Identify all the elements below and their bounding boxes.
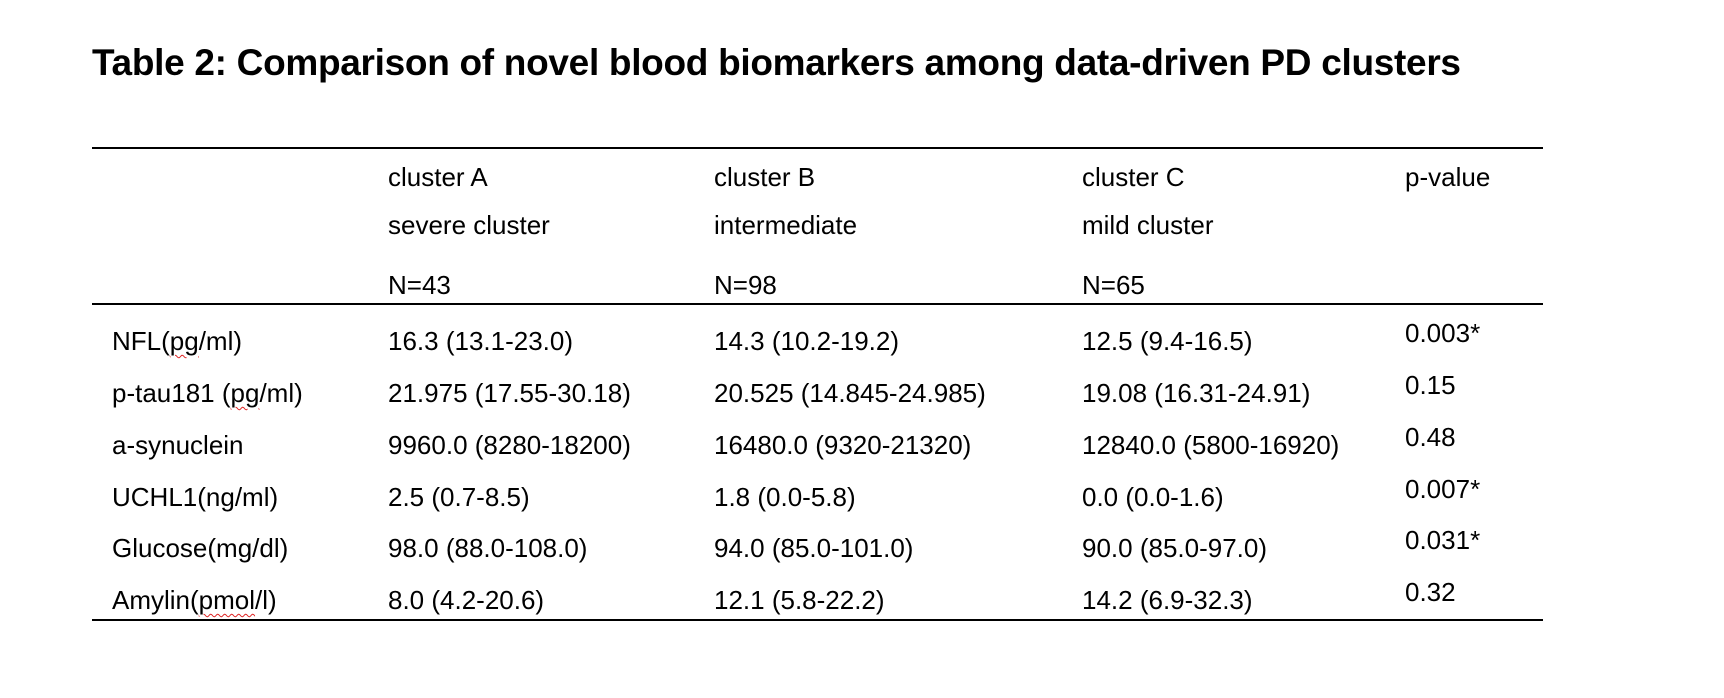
header-cluster-c-name: cluster C [1082, 162, 1185, 192]
cell-ptau181-cluster-a: 21.975 (17.55-30.18) [388, 378, 631, 408]
table-bottom-rule [92, 619, 1543, 621]
label-text: /ml) [259, 378, 303, 408]
header-pvalue: p-value [1405, 162, 1491, 192]
header-cluster-a-name: cluster A [388, 162, 488, 192]
cell-glucose-cluster-a: 98.0 (88.0-108.0) [388, 533, 588, 563]
cell-nfl-cluster-c: 12.5 (9.4-16.5) [1082, 326, 1253, 356]
row-label-asynuclein: a-synuclein [112, 430, 244, 460]
table-header-rule [92, 303, 1543, 305]
header-cluster-c-desc: mild cluster [1082, 210, 1214, 240]
cell-amylin-cluster-a: 8.0 (4.2-20.6) [388, 585, 545, 615]
cell-ptau181-cluster-b: 20.525 (14.845-24.985) [714, 378, 986, 408]
label-text: pg [230, 378, 260, 408]
cell-asynuclein-cluster-a: 9960.0 (8280-18200) [388, 430, 631, 460]
cell-ptau181-pvalue: 0.15 [1405, 370, 1456, 400]
cell-amylin-cluster-b: 12.1 (5.8-22.2) [714, 585, 885, 615]
cell-asynuclein-pvalue: 0.48 [1405, 422, 1456, 452]
cell-nfl-cluster-b: 14.3 (10.2-19.2) [714, 326, 900, 356]
row-label-amylin: Amylin(pmol/l) [112, 585, 277, 615]
label-text: NFL( [112, 326, 170, 356]
label-text: /ml) [198, 326, 243, 356]
row-label-uchl1: UCHL1(ng/ml) [112, 482, 279, 512]
cell-glucose-cluster-c: 90.0 (85.0-97.0) [1082, 533, 1268, 563]
header-cluster-a-desc: severe cluster [388, 210, 550, 240]
label-text: Amylin( [112, 585, 199, 615]
cell-amylin-pvalue: 0.32 [1405, 577, 1456, 607]
cell-glucose-cluster-b: 94.0 (85.0-101.0) [714, 533, 914, 563]
header-cluster-c-n: N=65 [1082, 270, 1145, 300]
row-label-nfl: NFL(pg/ml) [112, 326, 242, 356]
cell-asynuclein-cluster-c: 12840.0 (5800-16920) [1082, 430, 1340, 460]
cell-uchl1-pvalue: 0.007* [1405, 474, 1481, 504]
header-cluster-a-n: N=43 [388, 270, 451, 300]
row-label-glucose: Glucose(mg/dl) [112, 533, 289, 563]
header-cluster-b-name: cluster B [714, 162, 816, 192]
cell-ptau181-cluster-c: 19.08 (16.31-24.91) [1082, 378, 1311, 408]
cell-uchl1-cluster-b: 1.8 (0.0-5.8) [714, 482, 856, 512]
label-text: pmol [198, 585, 256, 615]
row-label-ptau181: p-tau181 (pg/ml) [112, 378, 303, 408]
label-text: /l) [255, 585, 277, 615]
cell-glucose-pvalue: 0.031* [1405, 525, 1481, 555]
cell-amylin-cluster-c: 14.2 (6.9-32.3) [1082, 585, 1253, 615]
cell-uchl1-cluster-c: 0.0 (0.0-1.6) [1082, 482, 1224, 512]
label-text: p-tau181 ( [112, 378, 231, 408]
table-title: Table 2: Comparison of novel blood bioma… [92, 42, 1461, 83]
cell-uchl1-cluster-a: 2.5 (0.7-8.5) [388, 482, 530, 512]
cell-nfl-cluster-a: 16.3 (13.1-23.0) [388, 326, 574, 356]
cell-nfl-pvalue: 0.003* [1405, 318, 1481, 348]
header-cluster-b-desc: intermediate [714, 210, 858, 240]
header-cluster-b-n: N=98 [714, 270, 777, 300]
label-text: pg [169, 326, 199, 356]
table-top-rule [92, 147, 1543, 149]
cell-asynuclein-cluster-b: 16480.0 (9320-21320) [714, 430, 972, 460]
